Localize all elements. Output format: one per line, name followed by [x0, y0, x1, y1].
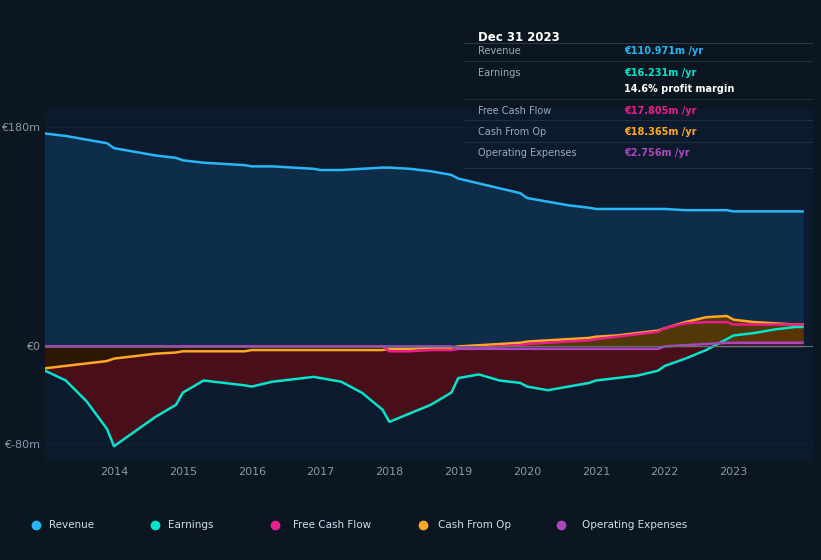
Text: Free Cash Flow: Free Cash Flow — [478, 105, 551, 115]
Text: Operating Expenses: Operating Expenses — [582, 520, 687, 530]
Text: €110.971m /yr: €110.971m /yr — [624, 46, 704, 56]
Text: Operating Expenses: Operating Expenses — [478, 148, 576, 158]
Text: Revenue: Revenue — [478, 46, 521, 56]
Text: €17.805m /yr: €17.805m /yr — [624, 105, 697, 115]
Text: 14.6% profit margin: 14.6% profit margin — [624, 84, 735, 94]
Text: Dec 31 2023: Dec 31 2023 — [478, 31, 560, 44]
Text: Free Cash Flow: Free Cash Flow — [292, 520, 371, 530]
Text: €18.365m /yr: €18.365m /yr — [624, 127, 697, 137]
Text: Revenue: Revenue — [49, 520, 94, 530]
Text: €16.231m /yr: €16.231m /yr — [624, 68, 697, 77]
Text: Cash From Op: Cash From Op — [438, 520, 511, 530]
Text: Cash From Op: Cash From Op — [478, 127, 546, 137]
Text: Earnings: Earnings — [168, 520, 213, 530]
Text: Earnings: Earnings — [478, 68, 521, 77]
Text: €2.756m /yr: €2.756m /yr — [624, 148, 690, 158]
